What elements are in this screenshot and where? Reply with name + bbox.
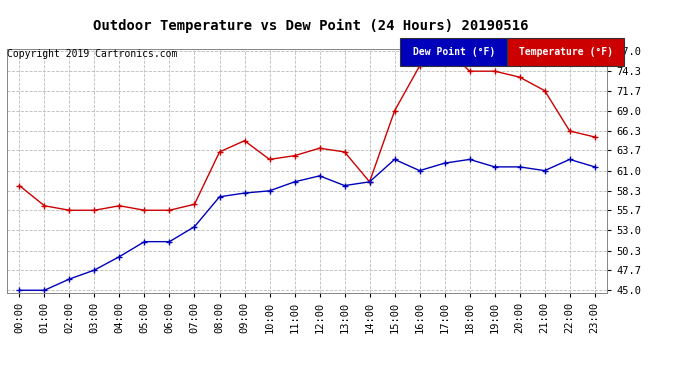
Text: Outdoor Temperature vs Dew Point (24 Hours) 20190516: Outdoor Temperature vs Dew Point (24 Hou… [92, 19, 529, 33]
Text: Temperature (°F): Temperature (°F) [519, 46, 613, 57]
Text: Dew Point (°F): Dew Point (°F) [413, 46, 495, 57]
Text: Copyright 2019 Cartronics.com: Copyright 2019 Cartronics.com [7, 49, 177, 59]
